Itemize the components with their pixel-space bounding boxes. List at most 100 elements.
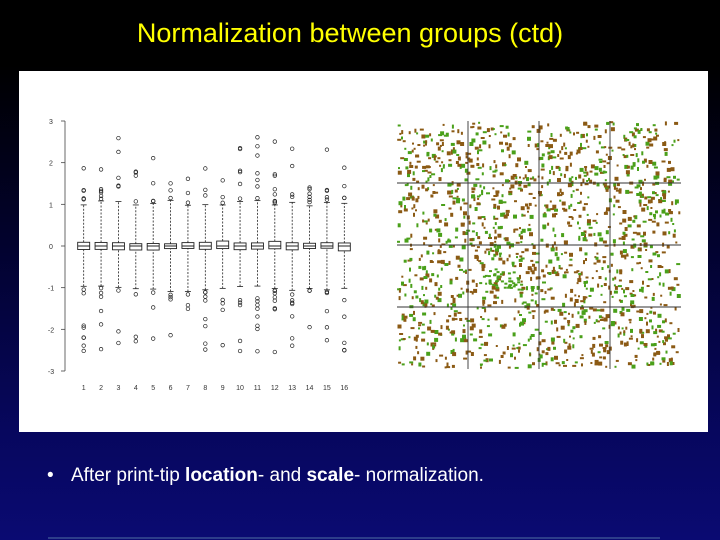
spot [559, 188, 562, 193]
spot [432, 184, 435, 187]
outlier-point [185, 302, 191, 308]
spot [528, 192, 533, 195]
spot [636, 224, 641, 228]
spot [416, 223, 419, 228]
spot [477, 166, 482, 169]
spot [534, 292, 538, 295]
spot [531, 293, 534, 296]
spot [592, 308, 597, 312]
spot [646, 206, 649, 211]
spot [494, 169, 498, 172]
outlier-point [220, 194, 225, 200]
spot [602, 356, 606, 360]
spot [661, 251, 666, 254]
spot [653, 213, 656, 217]
spot [448, 195, 453, 198]
spot [408, 336, 411, 339]
spot [572, 364, 577, 367]
spot [581, 311, 586, 315]
spot [408, 131, 411, 135]
spot [603, 165, 606, 168]
spot [419, 277, 424, 281]
spot [479, 329, 483, 334]
spot [426, 153, 430, 157]
spot [529, 214, 534, 219]
spot [576, 131, 580, 134]
spot [667, 334, 670, 339]
spot [501, 271, 505, 274]
outlier-point [342, 195, 347, 201]
outlier-point [255, 171, 260, 176]
spot [398, 346, 401, 351]
spot [618, 237, 622, 240]
spot [661, 209, 666, 214]
spot [626, 308, 631, 312]
outlier-point [168, 181, 173, 186]
spot [532, 251, 536, 255]
spot [415, 198, 419, 203]
spot [448, 207, 452, 210]
spot [433, 209, 438, 214]
spot [443, 251, 447, 254]
spot [582, 178, 585, 183]
spot [402, 140, 406, 143]
spot [413, 356, 417, 361]
spot [610, 321, 615, 325]
spot [488, 279, 492, 282]
spot [534, 300, 537, 305]
spot [531, 243, 534, 246]
spot [446, 362, 449, 367]
spot [580, 300, 585, 303]
spot [542, 225, 546, 230]
spot [602, 240, 607, 244]
spot [630, 300, 635, 305]
spot [664, 121, 667, 126]
spot [569, 258, 573, 261]
spot [519, 291, 524, 294]
spot [481, 318, 485, 321]
spot [587, 145, 590, 148]
spot [418, 327, 420, 330]
spot [494, 268, 498, 271]
spot [578, 174, 582, 179]
spot [646, 312, 649, 315]
spot [661, 160, 666, 163]
outlier-point [255, 135, 260, 140]
spot [401, 313, 405, 317]
spot [597, 232, 602, 237]
spot [492, 174, 496, 178]
spot [565, 165, 569, 169]
spot [520, 280, 523, 283]
spot [629, 321, 632, 324]
spot [632, 144, 635, 148]
spot [625, 326, 628, 330]
spot [642, 160, 645, 164]
spot [636, 310, 640, 313]
outlier-point [151, 290, 156, 295]
spot [579, 200, 582, 204]
spot [440, 131, 445, 136]
spot [640, 195, 644, 198]
spot [527, 130, 532, 133]
spot [664, 221, 669, 224]
spot [668, 269, 671, 274]
spot [517, 288, 521, 291]
spot [438, 219, 442, 223]
spot [520, 206, 525, 211]
spot [507, 272, 511, 275]
spot [550, 320, 553, 325]
spot [563, 142, 566, 147]
spot [678, 211, 681, 215]
spot [583, 203, 588, 206]
spot [616, 269, 619, 274]
spot [663, 177, 667, 180]
outlier-point [272, 173, 277, 178]
spot [550, 150, 555, 154]
spot [463, 211, 467, 216]
spot [440, 259, 445, 264]
spot [455, 227, 459, 232]
spot [580, 142, 582, 147]
spot [596, 259, 601, 263]
spot [563, 173, 566, 178]
bullet-dot: • [47, 465, 54, 486]
